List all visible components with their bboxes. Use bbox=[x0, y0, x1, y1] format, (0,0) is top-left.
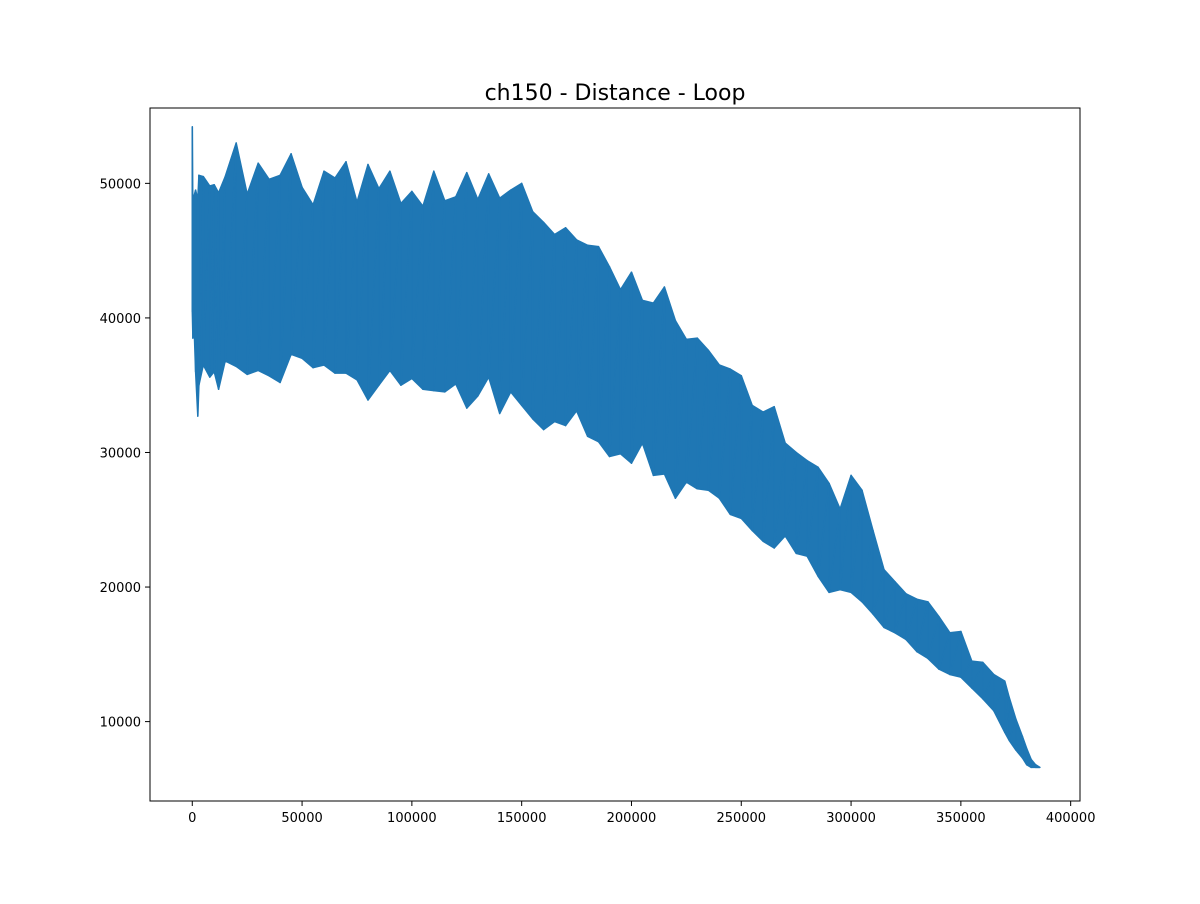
x-tick-label-1: 50000 bbox=[281, 811, 322, 826]
x-tick-label-6: 300000 bbox=[826, 811, 876, 826]
data-layer bbox=[191, 126, 1041, 769]
x-tick-label-2: 100000 bbox=[387, 811, 437, 826]
x-tick-label-5: 250000 bbox=[716, 811, 766, 826]
x-tick-label-3: 150000 bbox=[497, 811, 547, 826]
y-tick-label-3: 40000 bbox=[100, 312, 141, 327]
x-tick-label-4: 200000 bbox=[607, 811, 657, 826]
series-line-0 bbox=[191, 126, 1040, 769]
x-tick-label-0: 0 bbox=[188, 811, 196, 826]
chart-title: ch150 - Distance - Loop bbox=[485, 81, 746, 106]
y-tick-label-4: 50000 bbox=[100, 177, 141, 192]
plot-frame bbox=[149, 107, 1081, 802]
y-tick-label-0: 10000 bbox=[100, 716, 141, 731]
x-tick-label-8: 400000 bbox=[1046, 811, 1096, 826]
y-tick-label-1: 20000 bbox=[100, 581, 141, 596]
x-axis: 0 50000 100000 150000 200000 250000 300000 3500… bbox=[188, 801, 1095, 826]
x-tick-label-7: 350000 bbox=[936, 811, 986, 826]
y-tick-label-2: 30000 bbox=[100, 446, 141, 461]
y-axis: 10000 20000 30000 40000 50000 bbox=[100, 177, 150, 731]
